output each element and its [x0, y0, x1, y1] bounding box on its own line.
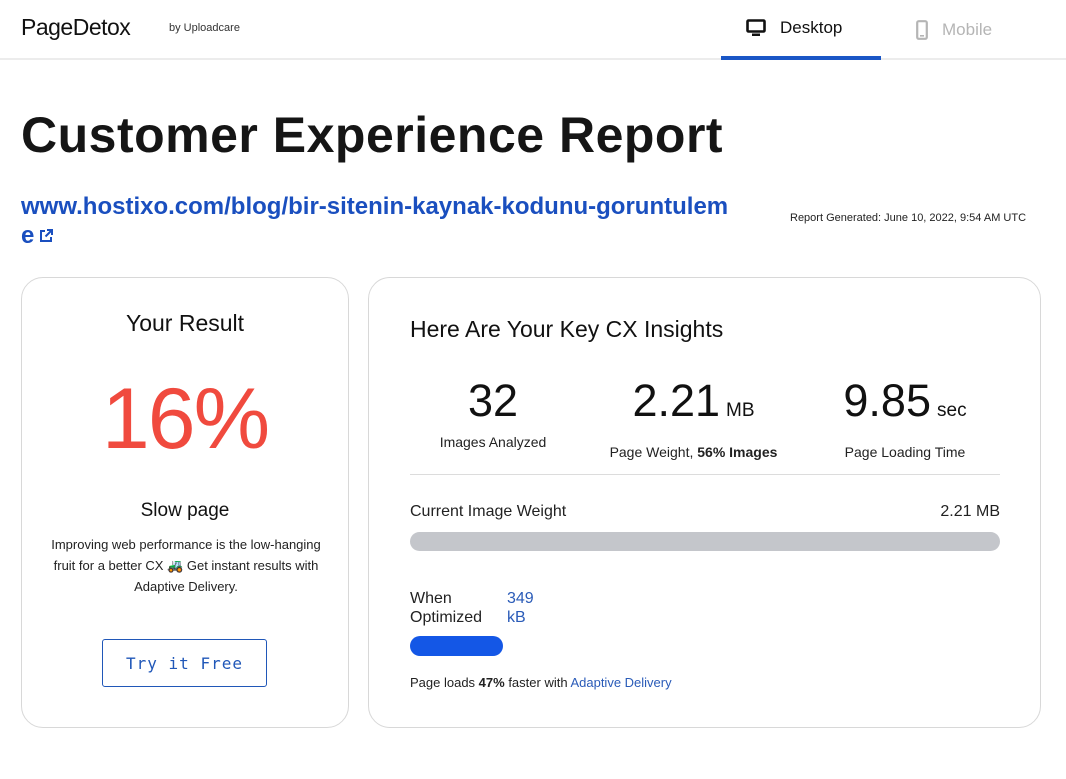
current-image-weight-value: 2.21 MB	[940, 503, 1000, 520]
tab-desktop[interactable]: Desktop	[721, 0, 881, 60]
metric-page-weight: 2.21 MB Page Weight, 56% Images	[591, 375, 796, 461]
faster-mid: faster with	[504, 675, 571, 690]
faster-note: Page loads 47% faster with Adaptive Deli…	[410, 675, 672, 690]
metric-loading-time: 9.85 sec Page Loading Time	[825, 375, 985, 461]
metric-value: 32	[467, 375, 519, 426]
report-generated-date: Report Generated: June 10, 2022, 9:54 AM…	[790, 212, 1027, 224]
try-it-free-button[interactable]: Try it Free	[102, 639, 267, 687]
metric-label: Page Weight,	[609, 444, 698, 460]
tab-mobile[interactable]: Mobile	[881, 0, 1041, 60]
top-header: PageDetox by Uploadcare Desktop Mobile	[0, 0, 1066, 60]
optimized-value: 349 kB	[507, 590, 534, 626]
result-card: Your Result 16% Slow page Improving web …	[21, 277, 349, 728]
faster-percent: 47%	[478, 675, 505, 690]
insights-card: Here Are Your Key CX Insights 32 Images …	[368, 277, 1041, 728]
external-link-icon	[38, 222, 54, 251]
logo-subtitle: by Uploadcare	[169, 22, 240, 34]
insights-title: Here Are Your Key CX Insights	[410, 316, 724, 342]
current-image-weight-label: Current Image Weight	[410, 503, 567, 520]
logo[interactable]: PageDetox	[21, 14, 131, 40]
report-url-text: www.hostixo.com/blog/bir-sitenin-kaynak-…	[21, 193, 729, 249]
current-weight-bar	[410, 532, 1000, 551]
faster-prefix: Page loads	[410, 675, 479, 690]
metric-images-analyzed: 32 Images Analyzed	[413, 375, 573, 451]
result-title: Your Result	[125, 310, 245, 336]
result-description: Improving web performance is the low-han…	[51, 537, 321, 594]
page-title: Customer Experience Report	[21, 107, 724, 163]
metric-unit: MB	[726, 400, 755, 421]
monitor-icon	[746, 19, 766, 37]
metric-value: 2.21	[632, 375, 721, 426]
adaptive-delivery-link[interactable]: Adaptive Delivery	[570, 675, 672, 690]
metric-label: Page Loading Time	[844, 444, 966, 460]
optimized-weight-bar	[410, 636, 1000, 656]
metric-label-bold: 56% Images	[697, 444, 778, 460]
tab-mobile-label: Mobile	[942, 20, 993, 39]
optimized-label: When Optimized	[410, 590, 483, 626]
optimized-weight-bar-fill	[410, 636, 504, 656]
verdict-label: Slow page	[140, 500, 230, 521]
metric-value: 9.85	[843, 375, 931, 426]
phone-icon	[916, 20, 928, 40]
divider	[410, 474, 1000, 475]
report-url-link[interactable]: www.hostixo.com/blog/bir-sitenin-kaynak-…	[21, 192, 741, 251]
tab-desktop-label: Desktop	[780, 18, 843, 37]
metric-label: Images Analyzed	[439, 434, 547, 450]
metric-unit: sec	[937, 400, 967, 421]
score-value: 16%	[101, 371, 270, 467]
